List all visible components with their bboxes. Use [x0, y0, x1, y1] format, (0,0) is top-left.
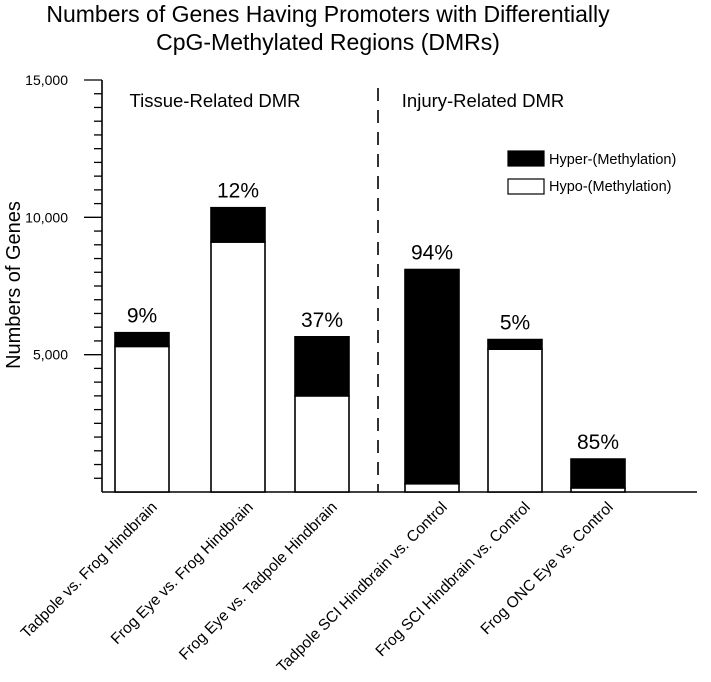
axes: 15,000 10,000 5,000: [25, 72, 697, 493]
bar-segment-hyper: [294, 336, 350, 397]
bar-percent-label: 94%: [411, 242, 453, 265]
legend-label-hypo: Hypo-(Methylation): [549, 179, 672, 195]
x-category-label: Frog SCI Hindbrain vs. Control: [373, 499, 534, 660]
bars: 9% 12% 37% 94% 5% 85%: [114, 180, 626, 493]
x-category-label: Frog ONC Eye vs. Control: [478, 499, 617, 638]
section-label-injury: Injury-Related DMR: [402, 90, 564, 111]
x-category-label: Tadpole SCI Hindbrain vs. Control: [274, 499, 451, 676]
legend-label-hyper: Hyper-(Methylation): [549, 152, 676, 168]
legend-swatch-hypo: [507, 178, 545, 195]
bar-percent-label: 37%: [301, 309, 343, 332]
bar-segment-hypo: [404, 482, 460, 493]
bar-percent-label: 12%: [217, 180, 259, 203]
chart-title-line-2: CpG-Methylated Regions (DMRs): [156, 29, 500, 55]
y-tick-label: 15,000: [25, 72, 68, 88]
bar-segment-hyper: [114, 331, 170, 348]
bar-percent-label: 85%: [577, 431, 619, 454]
bar-segment-hypo: [294, 395, 350, 493]
bar-segment-hyper: [487, 338, 543, 350]
bar-segment-hyper: [570, 458, 626, 489]
bar-percent-label: 5%: [500, 312, 530, 335]
bar-segment-hyper: [404, 268, 460, 485]
legend: Hyper-(Methylation) Hypo-(Methylation): [507, 150, 676, 195]
y-axis-label: Numbers of Genes: [3, 201, 25, 369]
bar-segment-hypo: [114, 345, 170, 493]
section-label-tissue: Tissue-Related DMR: [130, 90, 301, 111]
bar-segment-hyper: [210, 206, 266, 243]
bar-segment-hypo: [210, 241, 266, 493]
y-tick-label: 10,000: [25, 209, 68, 225]
bar-segment-hypo: [487, 348, 543, 493]
y-tick-label: 5,000: [33, 347, 68, 363]
bar-percent-label: 9%: [127, 305, 157, 328]
legend-swatch-hyper: [507, 150, 545, 167]
chart-title-line-1: Numbers of Genes Having Promoters with D…: [46, 1, 610, 27]
